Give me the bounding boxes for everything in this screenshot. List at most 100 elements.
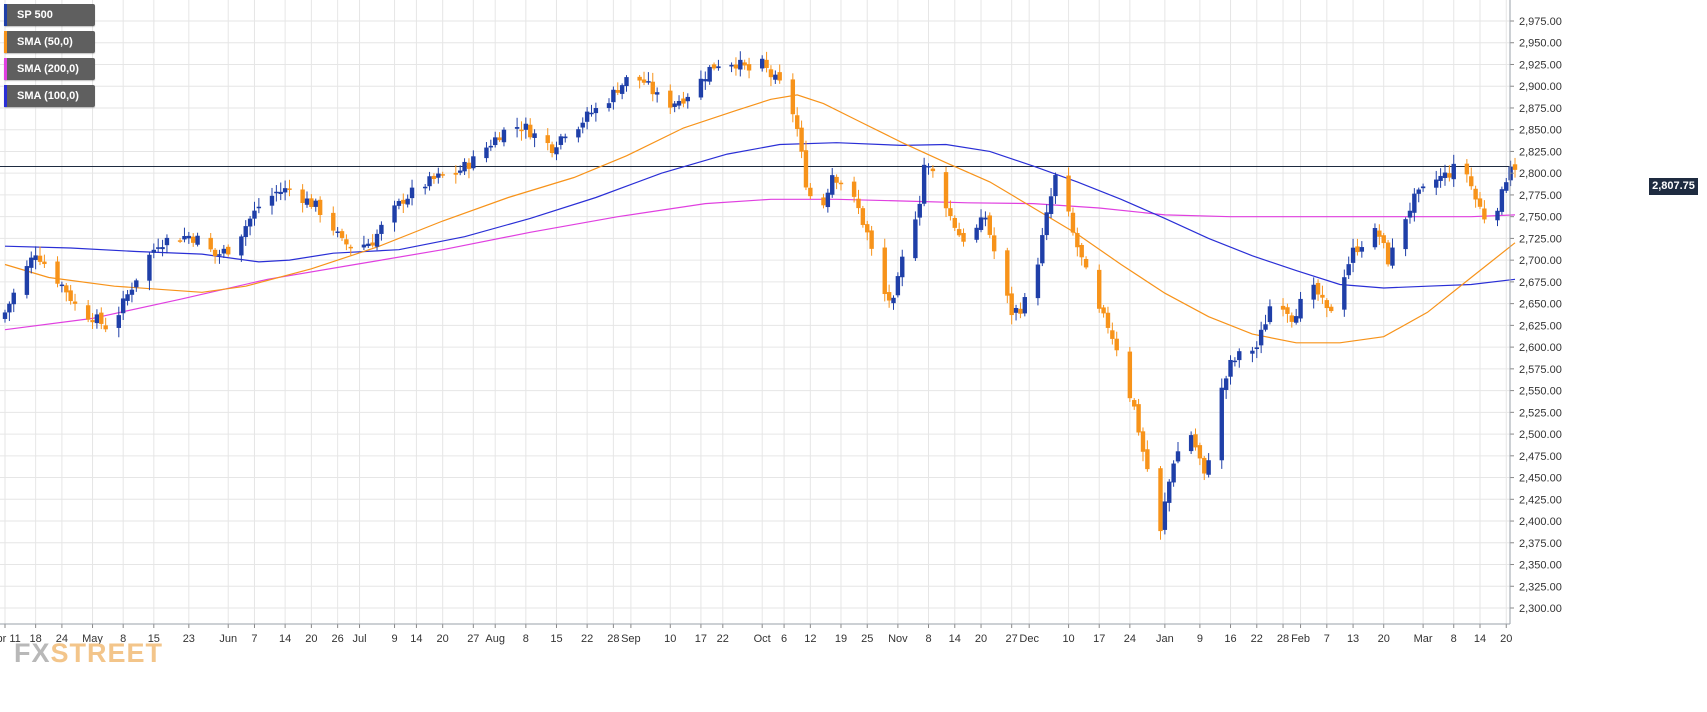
candle: [983, 211, 988, 227]
candle-body: [830, 175, 835, 195]
candle: [974, 224, 979, 243]
candle: [1193, 428, 1198, 451]
candle-body: [1499, 189, 1505, 212]
y-tick-label: 2,900.00: [1519, 81, 1562, 93]
legend-swatch-sma50: [4, 31, 7, 53]
candle-body: [440, 174, 445, 176]
candle: [471, 150, 476, 171]
candle: [453, 165, 459, 184]
x-tick-label: 15: [550, 633, 562, 645]
candle: [1280, 298, 1286, 317]
candle: [1311, 277, 1316, 309]
y-tick-label: 2,850.00: [1519, 125, 1562, 137]
candle-body: [335, 231, 340, 233]
candle: [221, 244, 227, 259]
candle: [711, 62, 717, 71]
candle: [1013, 304, 1019, 321]
candle-body: [956, 229, 962, 236]
candle-body: [1412, 193, 1417, 213]
y-tick-label: 2,300.00: [1519, 603, 1562, 615]
candle-body: [300, 189, 305, 203]
candle: [707, 65, 712, 85]
candle: [1504, 177, 1509, 194]
candle-body: [392, 205, 397, 223]
candle-body: [987, 215, 992, 235]
candle: [1079, 242, 1084, 266]
sma-50-line: [4, 94, 1516, 344]
candle: [160, 239, 165, 257]
candle-body: [497, 137, 502, 141]
candle: [1035, 257, 1041, 306]
candle: [466, 158, 472, 179]
candle: [195, 232, 200, 247]
candle-body: [1140, 431, 1146, 452]
candle: [1197, 442, 1203, 466]
candle: [182, 227, 187, 243]
candle: [1451, 154, 1456, 187]
candle-body: [1048, 196, 1054, 214]
candle: [1477, 192, 1483, 210]
candle: [256, 198, 262, 214]
candle: [1355, 238, 1360, 256]
candle-layer: [2, 51, 1518, 540]
candle-body: [1350, 247, 1356, 263]
candle-body: [1101, 307, 1106, 314]
candle-body: [217, 254, 222, 256]
candle: [226, 244, 231, 257]
candle-body: [1285, 307, 1290, 314]
candle-body: [11, 292, 16, 305]
candle: [746, 57, 752, 79]
candle: [558, 133, 564, 150]
legend-item-sp500[interactable]: SP 500: [4, 4, 95, 26]
candle-body: [466, 162, 472, 169]
legend-item-sma50[interactable]: SMA (50,0): [4, 31, 95, 53]
candle: [698, 70, 704, 100]
candle-body: [624, 77, 629, 87]
candle: [917, 195, 922, 226]
candle: [1158, 466, 1163, 540]
candle: [1512, 157, 1518, 178]
candle-body: [978, 217, 984, 230]
y-tick-label: 2,875.00: [1519, 103, 1562, 115]
candle: [217, 249, 222, 264]
candle-body: [1097, 269, 1102, 309]
candle-body: [1263, 324, 1268, 330]
candle-body: [1359, 247, 1365, 252]
legend-label-sma200: SMA (200,0): [17, 63, 79, 75]
candle-body: [759, 58, 765, 69]
candle: [120, 290, 126, 320]
legend-item-sma200[interactable]: SMA (200,0): [4, 58, 95, 80]
candle: [1105, 306, 1111, 334]
candle-body: [103, 325, 108, 330]
candle-body: [991, 235, 997, 252]
candle: [208, 233, 213, 252]
candle: [177, 237, 183, 244]
candle: [361, 235, 367, 250]
candle-body: [208, 237, 213, 250]
candle-body: [733, 64, 739, 69]
candle-body: [1079, 244, 1084, 258]
candle-body: [865, 224, 870, 233]
candle: [1350, 238, 1356, 273]
legend-item-sma100[interactable]: SMA (100,0): [4, 85, 95, 107]
candle: [913, 211, 918, 261]
candle-body: [282, 188, 288, 193]
x-tick-label: 13: [1347, 633, 1359, 645]
candle-body: [24, 266, 30, 295]
candle: [287, 179, 292, 197]
candle: [1267, 299, 1273, 325]
candle-body: [654, 92, 660, 95]
candle: [1499, 186, 1505, 215]
candle-body: [239, 236, 244, 256]
candle-body: [707, 66, 712, 82]
candle: [891, 295, 896, 310]
candle-body: [1495, 210, 1500, 221]
candle-body: [1066, 175, 1071, 212]
legend-label-sma100: SMA (100,0): [17, 90, 79, 102]
candle: [795, 107, 800, 137]
candle-body: [961, 232, 966, 242]
candle: [1377, 224, 1382, 245]
y-tick-label: 2,600.00: [1519, 342, 1562, 354]
candle-body: [554, 147, 559, 155]
